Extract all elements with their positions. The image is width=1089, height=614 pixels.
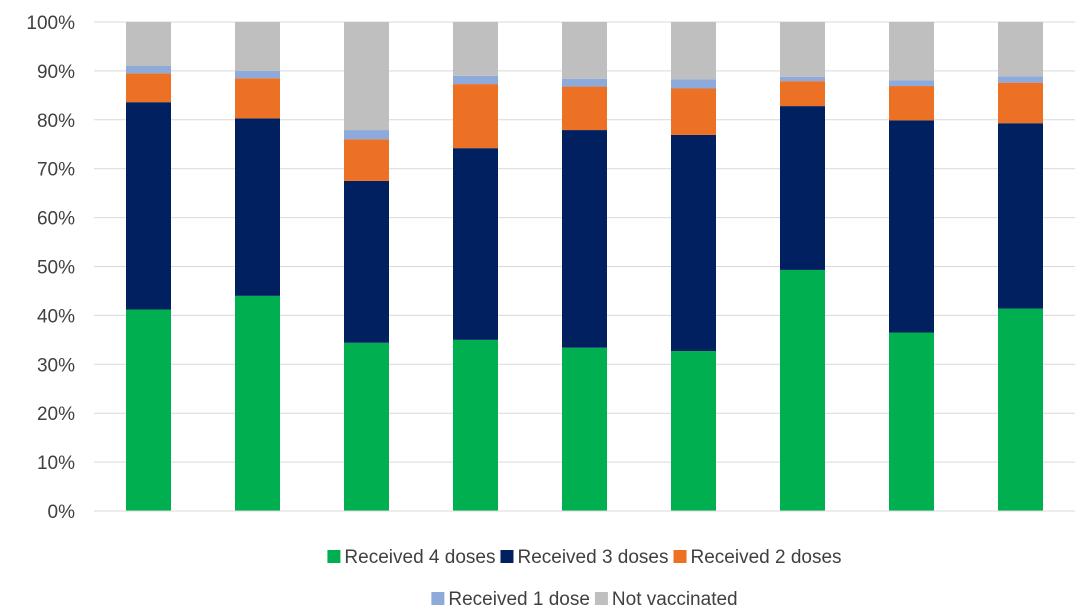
bar-segment bbox=[889, 80, 934, 87]
legend-label: Received 4 doses bbox=[344, 547, 495, 568]
bar-segment bbox=[344, 22, 389, 131]
y-tick-label: 60% bbox=[37, 209, 75, 230]
y-tick-label: 40% bbox=[37, 306, 75, 327]
legend-item: Received 3 doses bbox=[500, 547, 669, 568]
y-tick-label: 30% bbox=[37, 355, 75, 376]
bar-segment bbox=[671, 79, 716, 89]
bar-segment bbox=[344, 180, 389, 343]
bar-segment bbox=[671, 134, 716, 352]
bar-segment bbox=[562, 22, 607, 79]
bar-segment bbox=[344, 139, 389, 181]
legend: Received 4 doses Received 3 doses Received… bbox=[327, 547, 842, 610]
bar-segment bbox=[998, 22, 1043, 77]
y-tick-label: 20% bbox=[37, 404, 75, 425]
bar-segment bbox=[562, 86, 607, 131]
bar-segment bbox=[562, 130, 607, 348]
legend-item: Not vaccinated bbox=[594, 589, 738, 610]
legend-swatch bbox=[594, 592, 608, 605]
y-axis: 0% 10% 20% 30% 40% 50% 60% 70% 80% 90% 100% bbox=[26, 13, 75, 523]
bar-segment bbox=[453, 22, 498, 76]
legend-label: Received 2 doses bbox=[691, 547, 842, 568]
bar-segment bbox=[235, 78, 280, 119]
bars bbox=[126, 22, 1043, 511]
bar-stack bbox=[671, 22, 716, 511]
legend-item: Received 1 dose bbox=[431, 589, 590, 610]
bar-segment bbox=[671, 22, 716, 80]
legend-swatch bbox=[327, 550, 341, 563]
bar-segment bbox=[889, 332, 934, 511]
bar-segment bbox=[235, 295, 280, 511]
bar-stack bbox=[889, 22, 934, 511]
bar-stack bbox=[453, 22, 498, 511]
bar-segment bbox=[998, 82, 1043, 124]
bar-segment bbox=[126, 309, 171, 511]
bar-segment bbox=[126, 66, 171, 74]
bar-segment bbox=[235, 70, 280, 79]
bar-stack bbox=[562, 22, 607, 511]
bar-segment bbox=[889, 86, 934, 121]
bar-stack bbox=[126, 22, 171, 511]
bar-segment bbox=[453, 148, 498, 340]
bar-segment bbox=[780, 76, 825, 82]
bar-segment bbox=[562, 78, 607, 87]
y-tick-label: 0% bbox=[48, 502, 76, 523]
bar-segment bbox=[671, 351, 716, 511]
y-tick-label: 70% bbox=[37, 160, 75, 181]
bar-segment bbox=[344, 342, 389, 511]
bar-segment bbox=[235, 22, 280, 71]
bar-stack bbox=[235, 22, 280, 511]
legend-label: Received 3 doses bbox=[517, 547, 668, 568]
bar-segment bbox=[780, 106, 825, 270]
bar-segment bbox=[671, 88, 716, 135]
bar-segment bbox=[126, 73, 171, 103]
y-tick-label: 80% bbox=[37, 111, 75, 132]
bar-segment bbox=[126, 22, 171, 67]
y-tick-label: 90% bbox=[37, 62, 75, 83]
bar-segment bbox=[889, 22, 934, 81]
bar-segment bbox=[889, 120, 934, 333]
y-tick-label: 10% bbox=[37, 453, 75, 474]
bar-stack bbox=[344, 22, 389, 511]
bar-segment bbox=[998, 308, 1043, 511]
legend-swatch bbox=[500, 550, 514, 563]
y-tick-label: 100% bbox=[26, 13, 75, 34]
bar-segment bbox=[780, 81, 825, 107]
legend-item: Received 4 doses bbox=[327, 547, 495, 568]
y-tick-label: 50% bbox=[37, 258, 75, 279]
bar-segment bbox=[453, 75, 498, 85]
bar-stack bbox=[780, 22, 825, 511]
bar-segment bbox=[780, 269, 825, 511]
bar-segment bbox=[126, 102, 171, 310]
bar-segment bbox=[344, 130, 389, 140]
bar-segment bbox=[453, 84, 498, 149]
legend-label: Received 1 dose bbox=[448, 589, 590, 610]
bar-segment bbox=[780, 22, 825, 77]
bar-stack bbox=[998, 22, 1043, 511]
bar-segment bbox=[453, 339, 498, 511]
bar-segment bbox=[998, 123, 1043, 309]
bar-segment bbox=[998, 76, 1043, 83]
legend-swatch bbox=[431, 592, 445, 605]
legend-item: Received 2 doses bbox=[673, 547, 842, 568]
bar-segment bbox=[562, 347, 607, 511]
legend-label: Not vaccinated bbox=[612, 589, 738, 610]
bar-segment bbox=[235, 118, 280, 296]
legend-swatch bbox=[673, 550, 687, 563]
